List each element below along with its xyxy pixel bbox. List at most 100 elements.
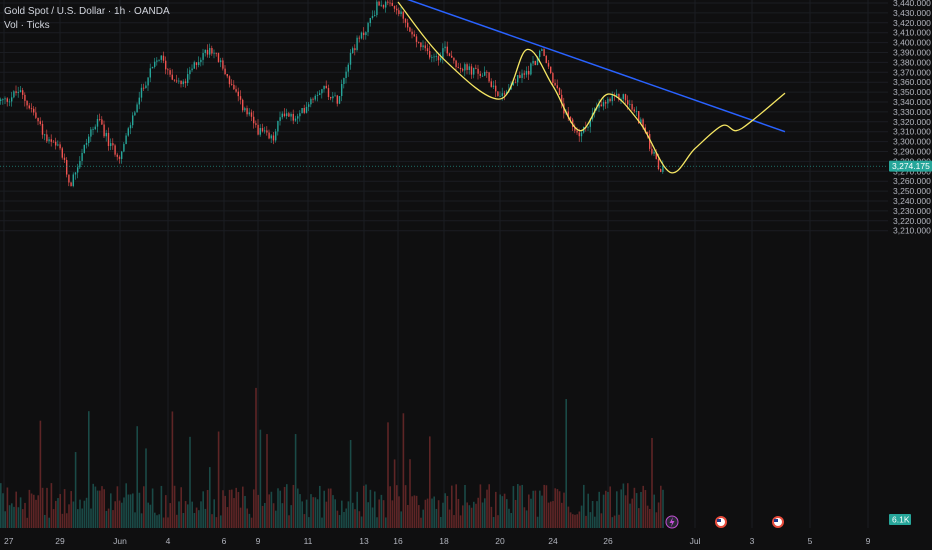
price-tick-label: 3,400.000 <box>893 38 931 48</box>
volume-bar <box>580 505 583 528</box>
us-flag-event-icon[interactable] <box>772 516 784 528</box>
candle-body <box>237 91 239 97</box>
volume-bar <box>602 494 605 528</box>
candle-body <box>294 118 297 121</box>
candle-body <box>345 71 347 79</box>
trendline[interactable] <box>398 0 786 133</box>
volume-bar <box>165 495 167 528</box>
volume-bar <box>191 501 193 528</box>
volume-bar <box>138 492 141 528</box>
volume-bar <box>145 448 147 528</box>
volume-bar <box>563 492 565 528</box>
volume-bar <box>149 504 152 528</box>
projection-curve[interactable] <box>397 1 786 174</box>
candle-body <box>125 135 127 145</box>
candle-body <box>96 118 99 127</box>
volume-bar <box>204 508 207 528</box>
volume-bar <box>70 491 72 528</box>
volume-bar <box>233 498 235 528</box>
volume-bar <box>259 429 262 528</box>
candle-body <box>380 4 382 6</box>
lightning-event-icon[interactable] <box>665 515 679 529</box>
volume-bar <box>110 493 112 528</box>
candle-body <box>576 130 578 133</box>
volume-bar <box>61 513 64 528</box>
candle-body <box>378 1 380 6</box>
volume-bar <box>574 514 576 528</box>
volume-bar <box>184 501 187 528</box>
candle-body <box>107 132 110 146</box>
volume-bar <box>160 485 163 528</box>
candle-body <box>33 108 35 113</box>
candle-body <box>470 66 473 75</box>
volume-bar <box>378 499 380 528</box>
volume-bar <box>63 489 66 528</box>
volume-bar <box>435 508 438 528</box>
candle-body <box>180 80 182 85</box>
volume-bar <box>176 514 178 528</box>
volume-bar <box>327 488 330 528</box>
volume-bar <box>15 491 17 528</box>
candle-body <box>501 93 503 96</box>
volume-bar <box>292 484 295 528</box>
volume-bar <box>400 511 402 528</box>
price-tick-label: 3,410.000 <box>893 28 931 38</box>
candle-body <box>528 71 530 75</box>
candle-body <box>433 56 435 58</box>
volume-bar <box>270 491 273 528</box>
volume-bar <box>444 493 446 528</box>
candle-body <box>354 48 356 51</box>
price-axis[interactable]: 3,440.0003,430.0003,420.0003,410.0003,40… <box>893 0 931 236</box>
volume-bar <box>316 499 319 528</box>
volume-bar <box>88 411 90 528</box>
candle-body <box>616 93 618 96</box>
volume-bar <box>633 487 636 528</box>
volume-bar <box>385 517 387 528</box>
candle-body <box>66 159 68 175</box>
volume-bar <box>369 489 372 528</box>
candle-body <box>275 131 277 141</box>
candle-body <box>422 45 424 48</box>
time-tick-label: 26 <box>603 536 613 546</box>
time-tick-label: 5 <box>808 536 813 546</box>
volume-bar <box>402 413 405 528</box>
candle-body <box>523 73 525 75</box>
candle-body <box>15 91 17 93</box>
volume-indicator-label[interactable]: Vol · Ticks <box>4 20 50 31</box>
volume-bar <box>290 505 292 528</box>
candle-body <box>92 129 94 130</box>
volume-bar <box>470 507 473 528</box>
candle-body <box>402 11 404 19</box>
event-icons[interactable] <box>665 515 784 529</box>
volume-bar <box>294 434 297 528</box>
price-tick-label: 3,380.000 <box>893 57 931 67</box>
volume-bar <box>609 486 611 528</box>
volume-bar <box>220 515 222 528</box>
volume-bar <box>200 501 202 528</box>
volume-bar <box>358 511 361 528</box>
candle-body <box>226 73 228 77</box>
volume-bar <box>2 493 4 528</box>
volume-bar <box>596 501 598 528</box>
candle-body <box>24 94 26 101</box>
us-flag-event-icon[interactable] <box>715 516 727 528</box>
candle-body <box>481 75 484 77</box>
volume-badge-label: 6.1K <box>892 515 910 525</box>
candle-body <box>244 108 246 111</box>
volume-bar <box>442 502 444 528</box>
candle-body <box>446 46 448 54</box>
volume-bar <box>477 497 479 528</box>
volume-bar <box>162 517 165 528</box>
candle-body <box>202 52 204 60</box>
time-axis[interactable]: 27 29 Jun 4 6 9 11 13 16 18 20 24 26 Jul 3 5 9 <box>4 536 871 546</box>
volume-bar <box>519 485 521 528</box>
volume-bar <box>83 500 86 528</box>
volume-bar <box>541 495 543 528</box>
volume-bar <box>649 508 651 528</box>
symbol-title[interactable]: Gold Spot / U.S. Dollar · 1h · OANDA <box>4 6 170 17</box>
volume-bar <box>521 484 523 528</box>
candle-body <box>358 37 360 39</box>
volume-bar <box>206 490 209 528</box>
candle-body <box>283 113 286 116</box>
